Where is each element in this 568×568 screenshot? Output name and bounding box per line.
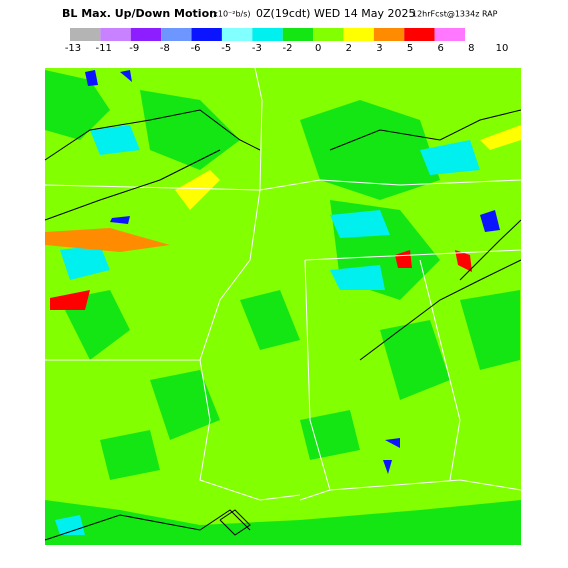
colorbar-label: -5	[221, 43, 231, 54]
field-patches	[45, 70, 521, 545]
colorbar-label: 2	[346, 43, 352, 54]
forecast: 12hrFcst@1334z RAP	[412, 10, 498, 19]
downdraft-patches	[85, 70, 500, 474]
colorbar-swatch	[161, 28, 192, 41]
contours	[44, 109, 522, 541]
colorbar-label: -2	[283, 43, 293, 54]
colorbar-swatch	[221, 28, 253, 41]
colorbar-swatch	[130, 28, 162, 41]
state-borders	[44, 67, 522, 501]
colorbar-swatch	[100, 28, 131, 41]
colorbar-swatch	[404, 28, 435, 41]
colorbar-label: -13	[65, 43, 81, 54]
colorbar-swatch	[70, 28, 101, 41]
colorbar-label: 0	[315, 43, 321, 54]
colorbar-label: -3	[252, 43, 262, 54]
colorbar-swatch	[191, 28, 222, 41]
colorbar-swatch	[282, 28, 314, 41]
colorbar-label: 8	[468, 43, 474, 54]
colorbar-label: -8	[160, 43, 170, 54]
map	[44, 67, 522, 545]
colorbar-swatch	[343, 28, 374, 41]
cyan-patches	[55, 125, 480, 535]
colorbar-swatch	[313, 28, 344, 41]
colorbar-label: 3	[376, 43, 382, 54]
colorbar-label: -11	[95, 43, 111, 54]
colorbar-label: 10	[496, 43, 509, 54]
colorbar-swatch	[252, 28, 283, 41]
colorbar-label: 6	[438, 43, 444, 54]
colorbar-label: -9	[129, 43, 139, 54]
units: (x10⁻²b/s)	[210, 10, 251, 19]
colorbar: -13 -11 -9 -8 -6 -5 -3 -2 0 2 3 5 6 8 10	[65, 28, 509, 54]
valid-time: 0Z(19cdt) WED 14 May 2025	[256, 7, 415, 20]
colorbar-label: 5	[407, 43, 413, 54]
colorbar-swatch	[373, 28, 405, 41]
colorbar-label: -6	[191, 43, 201, 54]
updraft-patches	[45, 125, 521, 310]
title: BL Max. Up/Down Motion	[62, 7, 217, 20]
colorbar-swatch	[434, 28, 465, 41]
